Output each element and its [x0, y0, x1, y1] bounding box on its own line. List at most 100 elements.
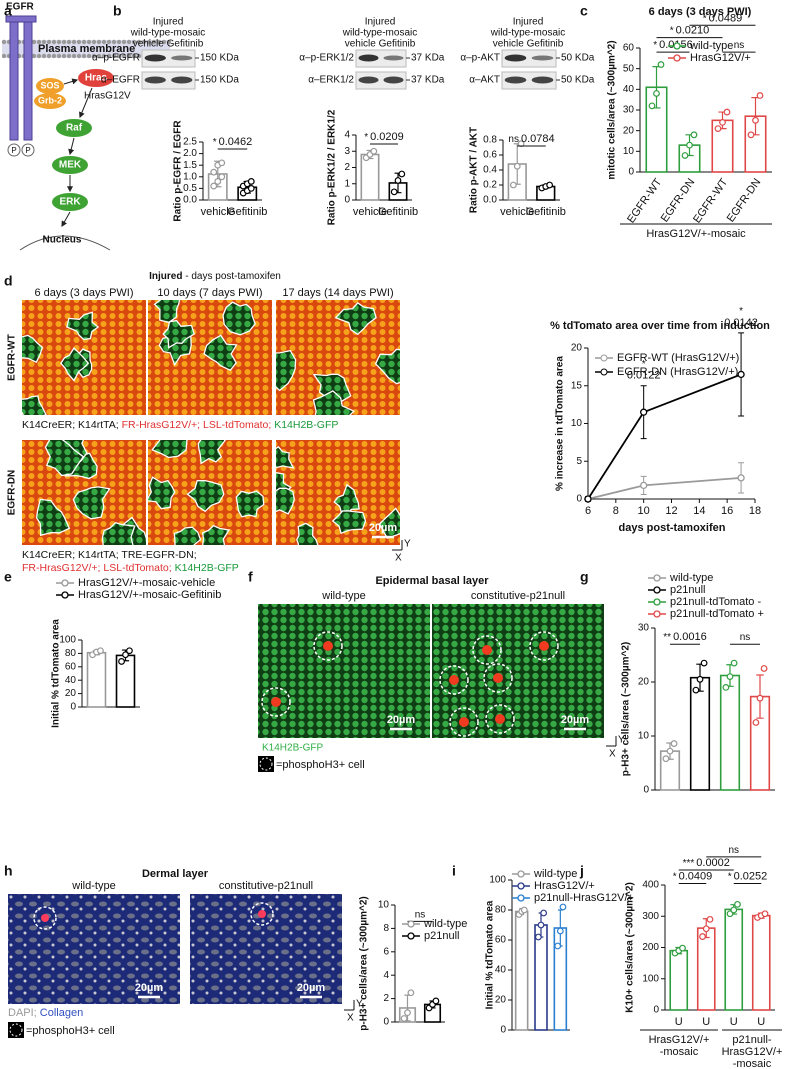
gfp-region	[44, 440, 85, 477]
gfp-region	[22, 334, 44, 364]
blot-header: vehicle Gefitinib	[133, 39, 204, 50]
condition-label: wild-type	[321, 590, 365, 602]
data-point	[761, 910, 769, 918]
receptor	[23, 17, 33, 141]
sig-stars: *	[364, 132, 368, 143]
y-tick-label: 80	[65, 648, 77, 659]
significance-label: * 0.0210	[670, 25, 710, 37]
lipid-head	[66, 39, 72, 45]
phospho	[21, 143, 35, 157]
gfp-region	[60, 346, 90, 382]
legend-marker	[517, 894, 525, 902]
data-point	[534, 933, 542, 941]
genotype: FR-HrasG12V/+; LSL-tdTomato; K14H2B-GFP	[22, 562, 239, 574]
data-point	[407, 989, 415, 997]
legend-label: wild-type	[669, 572, 713, 584]
key-ring	[259, 757, 273, 771]
gfp-region	[66, 311, 100, 341]
y-tick-label: 30	[638, 623, 650, 634]
phospho-cell	[323, 641, 333, 651]
blot-band	[358, 76, 379, 84]
phospho-ring	[485, 704, 515, 734]
blot-band	[358, 54, 379, 62]
y-tick-label: 2	[344, 162, 350, 173]
phospho-ring	[483, 663, 513, 693]
x-tick-label: U	[702, 1016, 710, 1028]
sig-stars: *	[670, 25, 674, 36]
lipid-head	[121, 53, 127, 59]
phospho-ring	[250, 902, 274, 926]
gfp-region	[276, 487, 295, 515]
panel-label: i	[452, 863, 456, 879]
stain-part: DAPI;	[8, 1007, 40, 1019]
sig-stars: ns	[740, 632, 751, 643]
legend-marker	[653, 598, 661, 606]
axis-indicator-label: X	[395, 553, 402, 564]
data-point	[690, 131, 698, 139]
micrograph	[22, 440, 146, 545]
phospho-cell	[449, 675, 459, 685]
sig-stars: *	[739, 306, 743, 317]
data-point	[722, 684, 730, 691]
data-point	[702, 925, 710, 933]
y-tick-label: 40	[65, 675, 77, 686]
gfp-region	[235, 490, 265, 518]
phospho-label: P	[11, 146, 16, 155]
genotype-part: K14H2B-GFP	[175, 562, 239, 574]
y-tick-label: 10	[378, 900, 390, 911]
lipid-head	[111, 39, 117, 45]
panel-title: Epidermal basal layer	[375, 575, 489, 587]
mutation-label: HrasG12V	[84, 91, 131, 102]
legend-marker	[61, 579, 69, 587]
sig-p: 0.0002	[696, 857, 730, 869]
y-tick-label: 100	[59, 635, 76, 646]
gfp-region	[334, 302, 377, 336]
phospho-cell	[258, 910, 266, 918]
x-tick-label: U	[730, 1016, 738, 1028]
significance-label: * 0.0489	[703, 12, 743, 24]
stain-part: Collagen	[40, 1007, 83, 1019]
y-axis-label: p-H3+ cells/area (~300µm^2)	[359, 896, 370, 1030]
significance-label: *	[642, 358, 646, 369]
significance-label: * 0.0409	[673, 870, 713, 882]
phospho-ring	[472, 635, 502, 665]
timepoint-label: 17 days (14 days PWI)	[282, 287, 393, 299]
genotype-part: LSL-tdTomato;	[203, 419, 274, 431]
x-tick-label: U	[757, 1016, 765, 1028]
blot-band	[531, 55, 554, 61]
legend-label: EGFR-WT (HrasG12V/+)	[617, 352, 739, 364]
gfp-region	[173, 526, 202, 545]
micrograph	[8, 894, 180, 1004]
micrograph	[148, 440, 272, 545]
gfp-region	[186, 479, 225, 513]
gfp-region	[312, 390, 356, 415]
x-tick-label: Gefitinib	[526, 206, 566, 218]
sos-label: SOS	[40, 80, 59, 90]
significance-label: ns	[740, 632, 751, 643]
scale-label: 20µm	[369, 522, 398, 534]
data-point	[756, 694, 764, 702]
hras-label: Hras	[85, 73, 108, 84]
gfp-region	[153, 300, 181, 324]
arrow	[61, 211, 71, 228]
data-point	[370, 147, 378, 155]
gfp-region	[35, 498, 71, 537]
data-point	[662, 755, 670, 763]
legend-label: p21null-HrasG12V/+	[534, 892, 634, 904]
y-tick-label: 100	[489, 875, 506, 886]
data-point	[706, 915, 714, 923]
sig-stars: *	[642, 358, 646, 369]
micrograph	[190, 894, 342, 1004]
lipid-head	[146, 39, 152, 45]
panel-label: j	[579, 863, 584, 879]
lipid-head	[41, 53, 47, 59]
data-point	[700, 659, 708, 667]
sig-stars: ns	[734, 40, 745, 51]
data-point	[726, 673, 734, 680]
data-point	[556, 927, 564, 935]
x-tick-label: 18	[749, 505, 761, 517]
group-label: HrasG12V/+	[649, 1034, 710, 1046]
y-tick-label: 0	[576, 494, 582, 505]
data-point	[247, 178, 255, 185]
sig-p: 0.0409	[679, 870, 713, 882]
